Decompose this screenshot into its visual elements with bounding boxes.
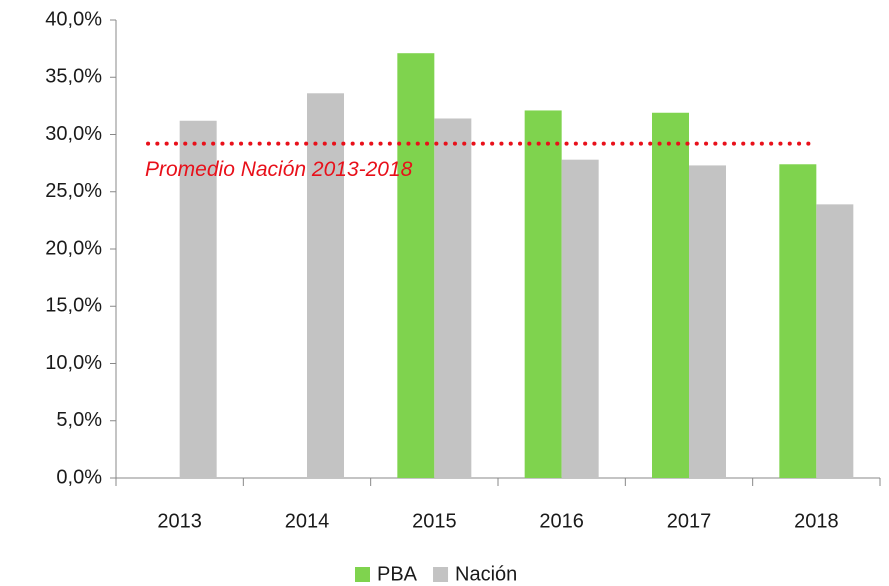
average-label: Promedio Nación 2013-2018 — [145, 158, 413, 181]
bar — [397, 53, 435, 479]
y-tick-label: 20,0% — [45, 237, 102, 259]
bar — [524, 110, 562, 478]
bar — [816, 204, 854, 478]
legend-swatch — [433, 567, 449, 582]
bar — [434, 118, 472, 478]
x-tick-label: 2013 — [157, 510, 202, 532]
bar — [307, 93, 344, 478]
bar — [652, 112, 689, 479]
y-tick-label: 0,0% — [56, 466, 102, 488]
bar — [779, 164, 817, 478]
legend-label: PBA — [377, 563, 418, 585]
x-tick-label: 2018 — [794, 510, 839, 532]
y-tick-label: 25,0% — [45, 180, 102, 202]
bar — [689, 165, 726, 479]
bar — [561, 159, 599, 478]
x-tick-label: 2015 — [412, 510, 457, 532]
legend-label: Nación — [455, 563, 517, 585]
y-tick-label: 30,0% — [45, 123, 102, 145]
legend-swatch — [355, 567, 370, 582]
y-tick-label: 15,0% — [45, 295, 102, 317]
y-tick-label: 10,0% — [45, 352, 102, 374]
y-tick-label: 40,0% — [45, 8, 102, 30]
y-tick-label: 5,0% — [56, 409, 102, 431]
y-tick-label: 35,0% — [45, 66, 102, 88]
bar — [179, 120, 217, 478]
x-tick-label: 2017 — [667, 510, 712, 532]
x-tick-label: 2014 — [285, 510, 330, 532]
x-tick-label: 2016 — [539, 510, 584, 532]
